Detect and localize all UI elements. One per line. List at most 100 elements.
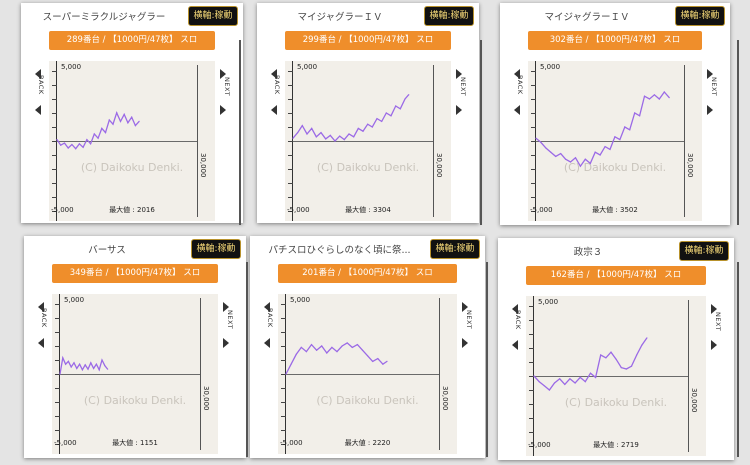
data-point [351, 346, 353, 348]
data-point [62, 357, 64, 359]
back-arrow-icon[interactable] [514, 69, 520, 79]
back-arrow-icon[interactable] [512, 340, 518, 350]
scrollbar[interactable] [737, 262, 739, 457]
data-point [630, 365, 633, 367]
next-arrow-icon[interactable] [711, 340, 717, 350]
slump-series-line [56, 110, 140, 150]
next-arrow-icon[interactable] [220, 105, 226, 115]
axis-toggle-button[interactable]: 横軸:稼動 [424, 6, 474, 26]
y-tick [281, 318, 286, 319]
data-point [305, 351, 307, 353]
y-tick [288, 169, 293, 170]
graph-card[interactable]: バーサス 横軸:稼動 349番台 / 【1000円/47枚】 スロ 5,000 -5,0… [24, 236, 246, 458]
axis-toggle-button[interactable]: 横軸:稼動 [191, 239, 241, 259]
watermark: (C) Daikoku Denki. [83, 394, 187, 407]
data-point [639, 115, 641, 117]
y-tick [288, 141, 293, 142]
back-arrow-icon[interactable] [264, 302, 270, 312]
axis-toggle-button[interactable]: 横軸:稼動 [188, 6, 238, 26]
back-arrow-icon[interactable] [514, 105, 520, 115]
data-point [367, 123, 369, 125]
back-arrow-icon[interactable] [512, 304, 518, 314]
next-label[interactable]: NEXT [465, 310, 473, 330]
data-point [76, 367, 78, 369]
scrollbar[interactable] [239, 40, 241, 225]
y-tick [52, 169, 57, 170]
next-arrow-icon[interactable] [711, 304, 717, 314]
graph-card[interactable]: 政宗３ 横軸:稼動 162番台 / 【1000円/47枚】 スロ 5,000 -5,00… [498, 238, 734, 460]
scrollbar[interactable] [737, 40, 739, 225]
data-point [56, 139, 58, 141]
slump-graph: 5,000 -5,000 30,000 (C) Daikoku Denki. 最大値 :… [271, 61, 467, 221]
data-point [565, 158, 567, 160]
next-arrow-icon[interactable] [223, 302, 229, 312]
next-arrow-icon[interactable] [456, 69, 462, 79]
next-label[interactable]: NEXT [710, 77, 718, 97]
back-arrow-icon[interactable] [35, 69, 41, 79]
data-point [112, 123, 114, 125]
y-tick [529, 334, 534, 335]
data-point [599, 154, 601, 156]
y-tick [531, 183, 536, 184]
axis-toggle-button[interactable]: 横軸:稼動 [679, 241, 729, 261]
slump-graph: 5,000 -5,000 30,000 (C) Daikoku Denki. 最大値 :… [35, 61, 231, 221]
y-tick [288, 211, 293, 212]
y-tick [281, 402, 286, 403]
next-label[interactable]: NEXT [714, 312, 722, 332]
slump-series-line [59, 355, 109, 375]
next-label[interactable]: NEXT [459, 77, 467, 97]
data-point [553, 382, 556, 384]
next-arrow-icon[interactable] [462, 302, 468, 312]
data-point [385, 112, 387, 114]
back-arrow-icon[interactable] [264, 338, 270, 348]
max-value-label: 最大値 : 2220 [344, 439, 391, 447]
next-arrow-icon[interactable] [462, 338, 468, 348]
data-point [320, 132, 322, 134]
data-point [569, 378, 571, 380]
data-point [93, 133, 95, 135]
back-arrow-icon[interactable] [271, 69, 277, 79]
next-arrow-icon[interactable] [223, 338, 229, 348]
back-arrow-icon[interactable] [38, 302, 44, 312]
back-arrow-icon[interactable] [35, 105, 41, 115]
back-arrow-icon[interactable] [271, 105, 277, 115]
slump-line-chart [533, 337, 648, 391]
next-label[interactable]: NEXT [226, 310, 234, 330]
y-tick [288, 183, 293, 184]
max-value-label: 最大値 : 2719 [593, 441, 639, 449]
data-point [361, 349, 364, 351]
scrollbar[interactable] [486, 262, 488, 457]
y-max-label: 5,000 [297, 63, 318, 71]
y-tick [531, 169, 536, 170]
data-point [584, 381, 586, 383]
data-point [564, 383, 566, 385]
scrollbar[interactable] [480, 40, 482, 225]
graph-card[interactable]: マイジャグラーＩＶ 横軸:稼動 302番台 / 【1000円/47枚】 スロ 5,00… [500, 3, 730, 225]
next-arrow-icon[interactable] [220, 69, 226, 79]
data-point [325, 138, 327, 140]
axis-toggle-button[interactable]: 横軸:稼動 [430, 239, 480, 259]
graph-card[interactable]: マイジャグラーＩＶ 横軸:稼動 299番台 / 【1000円/47枚】 スロ 5,00… [257, 3, 479, 223]
y-tick [529, 404, 534, 405]
axis-toggle-button[interactable]: 横軸:稼動 [675, 6, 725, 26]
y-tick [531, 113, 536, 114]
y-tick [52, 85, 57, 86]
y-tick [531, 211, 536, 212]
x-end-line [200, 298, 201, 450]
slump-line-chart [59, 355, 109, 375]
graph-card[interactable]: スーパーミラクルジャグラー 横軸:稼動 289番台 / 【1000円/47枚】 スロ… [21, 3, 243, 223]
next-arrow-icon[interactable] [456, 105, 462, 115]
y-tick [288, 155, 293, 156]
machine-title: バーサス [88, 245, 126, 256]
data-point [399, 108, 401, 110]
next-arrow-icon[interactable] [707, 105, 713, 115]
y-tick [281, 430, 286, 431]
y-tick [55, 374, 60, 375]
scrollbar[interactable] [246, 262, 248, 457]
next-label[interactable]: NEXT [223, 77, 231, 97]
graph-card[interactable]: パチスロひぐらしのなく頃に祭... 横軸:稼動 201番台 / 【1000円/47枚… [250, 236, 485, 458]
data-point [356, 344, 358, 346]
data-point [295, 353, 297, 355]
back-arrow-icon[interactable] [38, 338, 44, 348]
next-arrow-icon[interactable] [707, 69, 713, 79]
